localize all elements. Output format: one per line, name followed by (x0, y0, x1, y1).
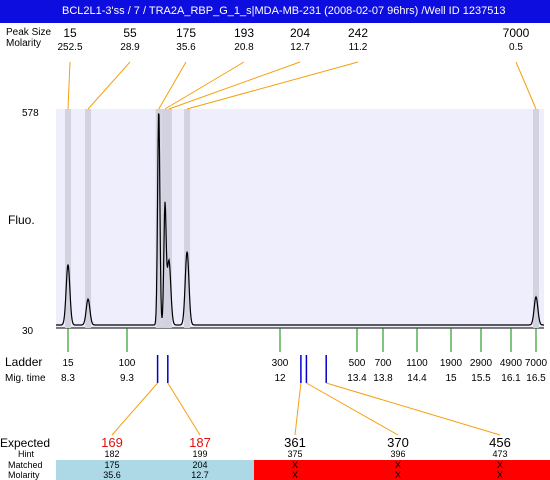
peak-size-label: 242 (348, 26, 368, 40)
fluorescence-trace (56, 113, 544, 326)
matched-row-ok (56, 460, 254, 480)
peak-connector (164, 61, 245, 110)
ladder-bp-label: 500 (349, 358, 366, 369)
expected-connector (167, 382, 201, 436)
plot-area (56, 109, 544, 328)
y-tick-min: 30 (22, 326, 34, 337)
peak-band (184, 109, 191, 328)
peak-connector (515, 61, 537, 110)
expected-size: 187 (189, 435, 211, 450)
peak-connector (186, 61, 359, 110)
ladder-migtime-label: 9.3 (120, 373, 134, 384)
y-tick-max: 578 (22, 108, 39, 119)
peak-size-label: 175 (176, 26, 196, 40)
ladder-bp-label: 300 (272, 358, 289, 369)
peak-molarity-label: 11.2 (349, 42, 368, 53)
hint-value: 396 (390, 449, 405, 459)
ladder-bp-label: 4900 (500, 358, 523, 369)
matched-value: X (395, 460, 401, 470)
matched-value: X (497, 460, 503, 470)
peak-molarity-label: 20.8 (234, 42, 254, 53)
peak-connector (158, 61, 187, 110)
peak-size-label: 204 (290, 26, 310, 40)
ladder-migtime-label: 15 (445, 373, 457, 384)
expected-connector (306, 382, 399, 436)
expected-connector (111, 382, 158, 436)
ladder-migtime-label: 8.3 (61, 373, 75, 384)
expected-size: 169 (101, 435, 123, 450)
hint-value: 473 (492, 449, 507, 459)
matched-value: 175 (104, 460, 119, 470)
peaks-size-label: Peak Size (6, 27, 51, 38)
ladder-migtime-label: 13.8 (373, 373, 393, 384)
expected-size: 456 (489, 435, 511, 450)
peak-molarity-label: 12.7 (290, 42, 310, 53)
expected-connector (294, 382, 302, 436)
fluo-label: Fluo. (8, 213, 35, 227)
peak-molarity-label: 35.6 (176, 42, 196, 53)
title-bar: BCL2L1-3'ss / 7 / TRA2A_RBP_G_1_s|MDA-MB… (0, 0, 550, 23)
expected-connector (326, 382, 501, 436)
peak-connector (67, 61, 71, 110)
peak-connector (87, 61, 131, 110)
peak-band (155, 109, 162, 328)
peak-band (85, 109, 92, 328)
hint-label: Hint (18, 449, 35, 459)
ladder-migtime-label: 14.4 (407, 373, 427, 384)
molarity-row-label: Molarity (8, 470, 40, 480)
ladder-bp-label: 1900 (440, 358, 463, 369)
window-title: BCL2L1-3'ss / 7 / TRA2A_RBP_G_1_s|MDA-MB… (62, 5, 506, 17)
matched-value: 204 (192, 460, 207, 470)
hint-value: 375 (287, 449, 302, 459)
peak-size-label: 7000 (503, 26, 530, 40)
peak-connector (168, 61, 301, 110)
peak-molarity-label: 28.9 (120, 42, 140, 53)
ladder-bp-label: 1100 (406, 358, 428, 369)
matched-value: X (292, 460, 298, 470)
ladder-bp-label: 700 (375, 358, 392, 369)
mig-time-label: Mig. time (5, 373, 46, 384)
peaks-molarity-label: Molarity (6, 38, 41, 49)
expected-label: Expected (0, 436, 50, 450)
matched-row-bad (254, 460, 550, 480)
peak-band (65, 109, 71, 328)
peak-molarity-label: 252.5 (57, 42, 82, 53)
peak-band (165, 109, 172, 328)
matched-molarity-value: 35.6 (103, 470, 121, 480)
peak-size-label: 15 (63, 26, 77, 40)
matched-molarity-value: X (292, 470, 298, 480)
peak-size-label: 193 (234, 26, 254, 40)
ladder-migtime-label: 12 (274, 373, 286, 384)
matched-molarity-value: 12.7 (191, 470, 209, 480)
expected-size: 361 (284, 435, 306, 450)
ladder-migtime-label: 16.5 (526, 373, 546, 384)
ladder-bp-label: 2900 (470, 358, 493, 369)
hint-value: 199 (192, 449, 207, 459)
ladder-bp-label: 100 (119, 358, 136, 369)
matched-molarity-value: X (497, 470, 503, 480)
ladder-bp-label: 7000 (525, 358, 548, 369)
ladder-migtime-label: 13.4 (347, 373, 367, 384)
expected-size: 370 (387, 435, 409, 450)
ladder-label: Ladder (5, 355, 42, 369)
matched-molarity-value: X (395, 470, 401, 480)
ladder-migtime-label: 15.5 (471, 373, 491, 384)
peak-band (533, 109, 539, 328)
matched-label: Matched (8, 460, 43, 470)
peak-size-label: 55 (123, 26, 137, 40)
peak-molarity-label: 0.5 (509, 42, 523, 53)
hint-value: 182 (104, 449, 119, 459)
ladder-migtime-label: 16.1 (501, 373, 521, 384)
ladder-bp-label: 15 (62, 358, 74, 369)
